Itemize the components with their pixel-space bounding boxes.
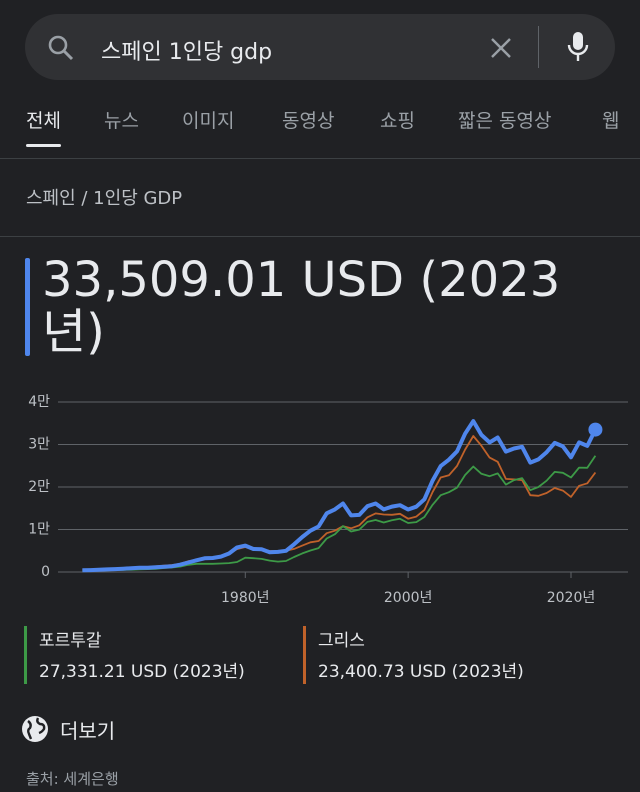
accent-bar bbox=[25, 258, 30, 356]
legend-item: 포르투갈 27,331.21 USD (2023년) bbox=[24, 626, 245, 684]
separator bbox=[0, 236, 640, 237]
x-tick-label: 2020년 bbox=[547, 590, 596, 606]
y-tick-label: 1만 bbox=[28, 522, 50, 538]
tab[interactable]: 이미지 bbox=[182, 110, 235, 132]
tab[interactable]: 짧은 동영상 bbox=[458, 110, 552, 132]
latest-point bbox=[588, 422, 603, 437]
series-line bbox=[82, 419, 598, 573]
tab[interactable]: 뉴스 bbox=[104, 110, 139, 132]
y-tick-label: 4만 bbox=[28, 394, 50, 410]
tab[interactable]: 동영상 bbox=[282, 110, 335, 132]
search-bar[interactable]: 스페인 1인당 gdp bbox=[25, 14, 615, 80]
search-icon bbox=[48, 35, 74, 61]
mic-button[interactable] bbox=[565, 30, 591, 64]
legend-value: 23,400.73 USD (2023년) bbox=[318, 662, 524, 682]
legend-name: 그리스 bbox=[318, 631, 365, 651]
series-line bbox=[82, 435, 597, 571]
series-line bbox=[82, 455, 597, 572]
tab-bar: 전체 뉴스 이미지 동영상 쇼핑 짧은 동영상 웹 bbox=[0, 104, 640, 159]
tab[interactable]: 웹 bbox=[602, 110, 620, 132]
y-tick-label: 2만 bbox=[28, 479, 50, 495]
globe-icon bbox=[22, 716, 48, 742]
search-query[interactable]: 스페인 1인당 gdp bbox=[101, 40, 273, 65]
tab[interactable]: 전체 bbox=[26, 106, 61, 147]
headline-value: 33,509.01 USD (2023년) bbox=[42, 252, 561, 360]
clear-button[interactable] bbox=[489, 36, 513, 60]
more-link[interactable]: 더보기 bbox=[60, 719, 116, 743]
divider bbox=[538, 26, 539, 68]
x-tick-label: 2000년 bbox=[384, 590, 433, 606]
legend-name: 포르투갈 bbox=[39, 631, 102, 651]
breadcrumb: 스페인 / 1인당 GDP bbox=[26, 188, 183, 209]
y-tick-label: 3만 bbox=[28, 437, 50, 453]
tab[interactable]: 쇼핑 bbox=[380, 110, 415, 132]
x-tick-label: 1980년 bbox=[221, 590, 270, 606]
legend-item: 그리스 23,400.73 USD (2023년) bbox=[303, 626, 524, 684]
source: 출처: 세계은행 bbox=[26, 770, 119, 788]
y-tick-label: 0 bbox=[41, 564, 50, 580]
legend-value: 27,331.21 USD (2023년) bbox=[39, 662, 245, 682]
chart: 0 1만 2만 3만 4만 1980년 2000년 2020년 bbox=[28, 394, 628, 606]
